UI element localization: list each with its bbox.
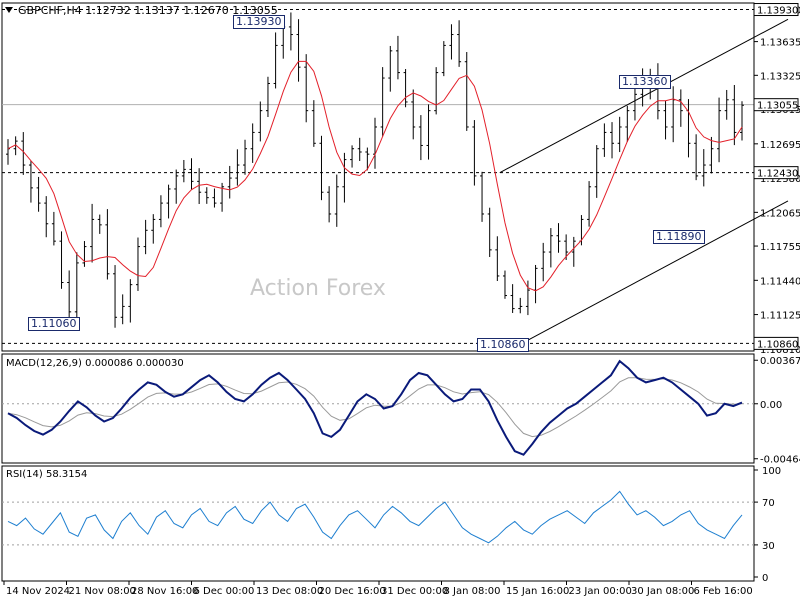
macd-title: MACD(12,26,9) 0.000086 0.000030 xyxy=(6,358,184,369)
level-tag-high: 1.13930 xyxy=(233,15,285,29)
macd-line xyxy=(7,359,743,456)
time-tick-label: 6 Dec 00:00 xyxy=(194,586,255,597)
level-tag-swing-high: 1.13360 xyxy=(619,75,671,89)
watermark: Action Forex xyxy=(250,276,386,301)
rsi-panel-frame xyxy=(1,465,755,582)
time-tick-label: 20 Dec 16:00 xyxy=(319,586,386,597)
macd-panel-frame xyxy=(1,353,755,464)
price-tick-label: 1.13635 xyxy=(760,38,800,49)
time-tick-label: 13 Dec 08:00 xyxy=(256,586,323,597)
time-tick-label: 15 Jan 16:00 xyxy=(506,586,569,597)
time-tick-label: 28 Nov 16:00 xyxy=(131,586,198,597)
macd-tick-label: -0.004641 xyxy=(760,455,800,466)
price-tick-label: 1.11440 xyxy=(760,276,800,287)
rsi-tick-label: 30 xyxy=(762,541,775,552)
time-tick-label: 6 Feb 16:00 xyxy=(694,586,753,597)
level-axis-box xyxy=(753,166,799,180)
time-tick-label: 23 Jan 00:00 xyxy=(569,586,632,597)
rsi-tick-label: 100 xyxy=(762,466,781,477)
macd-signal-line xyxy=(7,377,743,438)
current-price-label: 1.13055 xyxy=(757,101,798,112)
moving-average-line xyxy=(7,60,743,292)
channel-upper-line xyxy=(499,18,789,174)
rsi-tick-label: 0 xyxy=(762,573,768,584)
level-axis-box xyxy=(753,3,799,17)
time-tick-label: 8 Jan 08:00 xyxy=(444,586,501,597)
price-tick-label: 1.12695 xyxy=(760,140,800,151)
rsi-title: RSI(14) 58.3154 xyxy=(6,469,88,480)
time-tick-label: 31 Dec 00:00 xyxy=(381,586,448,597)
time-tick-label: 21 Nov 08:00 xyxy=(69,586,136,597)
time-tick-label: 30 Jan 08:00 xyxy=(631,586,694,597)
price-tick-label: 1.11125 xyxy=(760,311,800,322)
symbol-label: GBPCHF,H4 xyxy=(18,4,82,17)
level-axis-label: 1.13930 xyxy=(757,6,798,17)
price-tick-label: 1.10810 xyxy=(760,345,800,356)
macd-tick-label: 0.00 xyxy=(760,400,782,411)
level-tag-jan-low: 1.10860 xyxy=(477,338,529,352)
macd-tick-label: 0.003673 xyxy=(760,356,800,367)
channel-lower-line xyxy=(521,200,789,344)
level-axis-box xyxy=(753,336,799,350)
level-axis-label: 1.10860 xyxy=(757,339,798,350)
rsi-line xyxy=(7,490,743,544)
chart-header: GBPCHF,H4 1.12732 1.13137 1.12670 1.1305… xyxy=(18,4,278,17)
time-tick-label: 14 Nov 2024 xyxy=(6,586,70,597)
ohlc-values: 1.12732 1.13137 1.12670 1.13055 xyxy=(85,4,278,17)
price-tick-label: 1.12065 xyxy=(760,208,800,219)
level-tag-swing-low: 1.11890 xyxy=(653,230,705,244)
price-tick-label: 1.11755 xyxy=(760,242,800,253)
symbol-dropdown-icon[interactable] xyxy=(5,7,13,13)
current-price-box xyxy=(753,98,799,112)
price-tick-label: 1.12380 xyxy=(760,174,800,185)
rsi-tick-label: 70 xyxy=(762,498,775,509)
level-tag-nov-low: 1.11060 xyxy=(28,317,80,331)
level-axis-label: 1.12430 xyxy=(757,169,798,180)
price-tick-label: 1.13325 xyxy=(760,71,800,82)
